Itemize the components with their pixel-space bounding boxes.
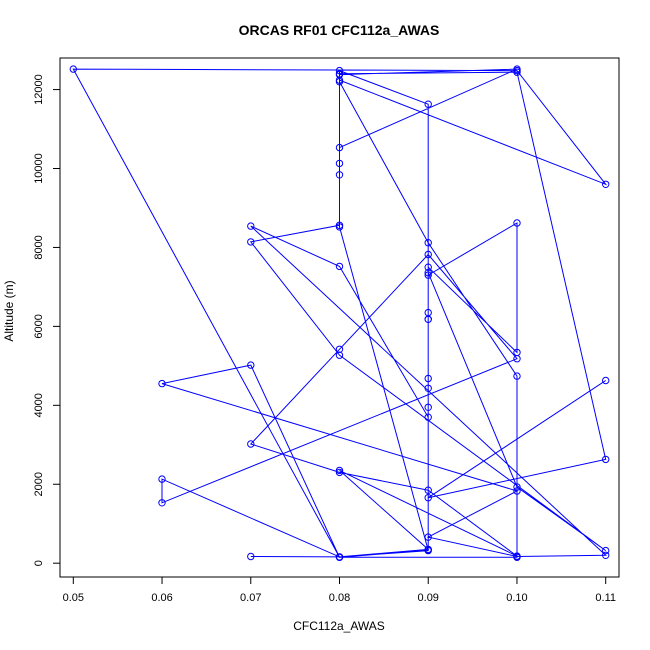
y-tick-label: 6000 bbox=[33, 314, 45, 338]
data-point bbox=[247, 552, 255, 561]
data-point bbox=[513, 553, 521, 561]
series-line bbox=[72, 68, 608, 558]
data-point bbox=[158, 475, 166, 483]
data-point bbox=[424, 250, 432, 259]
data-point bbox=[335, 143, 344, 152]
data-point bbox=[335, 553, 344, 561]
x-tick-label: 0.10 bbox=[506, 592, 527, 604]
data-point bbox=[602, 180, 610, 189]
data-point bbox=[602, 551, 610, 559]
data-point bbox=[158, 499, 166, 507]
x-tick-label: 0.09 bbox=[418, 592, 439, 604]
data-point bbox=[513, 348, 521, 357]
data-point bbox=[424, 546, 432, 554]
data-point bbox=[424, 533, 432, 541]
data-point bbox=[335, 223, 344, 231]
chart-title: ORCAS RF01 CFC112a_AWAS bbox=[239, 22, 440, 38]
y-tick-label: 2000 bbox=[33, 472, 45, 496]
data-point bbox=[424, 269, 432, 277]
data-point bbox=[335, 159, 344, 168]
x-axis-label: CFC112a_AWAS bbox=[293, 619, 385, 633]
y-tick-label: 10000 bbox=[33, 153, 45, 184]
y-axis: 0 2000 4000 6000 8000 10000 12000 bbox=[33, 74, 61, 566]
data-point bbox=[247, 222, 255, 230]
data-point bbox=[602, 376, 610, 385]
data-point bbox=[335, 262, 344, 271]
series-layer bbox=[69, 65, 610, 561]
x-tick-label: 0.08 bbox=[329, 592, 350, 604]
data-point bbox=[602, 546, 610, 555]
data-point bbox=[513, 483, 521, 491]
y-tick-label: 4000 bbox=[33, 393, 45, 417]
data-point bbox=[513, 487, 521, 495]
y-axis-label: Altitude (m) bbox=[2, 280, 16, 341]
data-point bbox=[424, 271, 432, 279]
data-point bbox=[424, 486, 432, 494]
data-point bbox=[602, 455, 610, 464]
data-point bbox=[335, 70, 344, 78]
data-point bbox=[247, 238, 255, 246]
data-point bbox=[335, 466, 344, 475]
data-point bbox=[335, 351, 344, 359]
data-point bbox=[424, 403, 432, 411]
x-tick-label: 0.07 bbox=[240, 592, 261, 604]
data-point bbox=[513, 219, 521, 227]
data-point bbox=[424, 263, 432, 271]
data-point bbox=[513, 372, 521, 380]
y-tick-label: 12000 bbox=[33, 74, 45, 105]
data-point bbox=[247, 361, 255, 369]
y-tick-label: 0 bbox=[33, 560, 45, 566]
y-tick-label: 8000 bbox=[33, 235, 45, 259]
data-point bbox=[335, 66, 344, 75]
data-point bbox=[424, 315, 432, 323]
data-point bbox=[247, 440, 255, 448]
data-point bbox=[158, 379, 166, 388]
data-point bbox=[513, 68, 521, 76]
data-point bbox=[335, 171, 344, 179]
x-tick-label: 0.06 bbox=[151, 592, 172, 604]
data-point bbox=[424, 239, 432, 247]
x-tick-label: 0.11 bbox=[595, 592, 616, 604]
data-point bbox=[424, 100, 432, 108]
data-point bbox=[424, 374, 432, 383]
data-point bbox=[424, 494, 432, 502]
x-axis: 0.05 0.06 0.07 0.08 0.09 0.10 0.11 bbox=[63, 576, 616, 604]
data-point bbox=[424, 384, 432, 392]
data-point bbox=[69, 65, 78, 73]
data-point bbox=[335, 468, 344, 477]
data-point bbox=[424, 413, 432, 421]
x-tick-label: 0.05 bbox=[63, 592, 84, 604]
